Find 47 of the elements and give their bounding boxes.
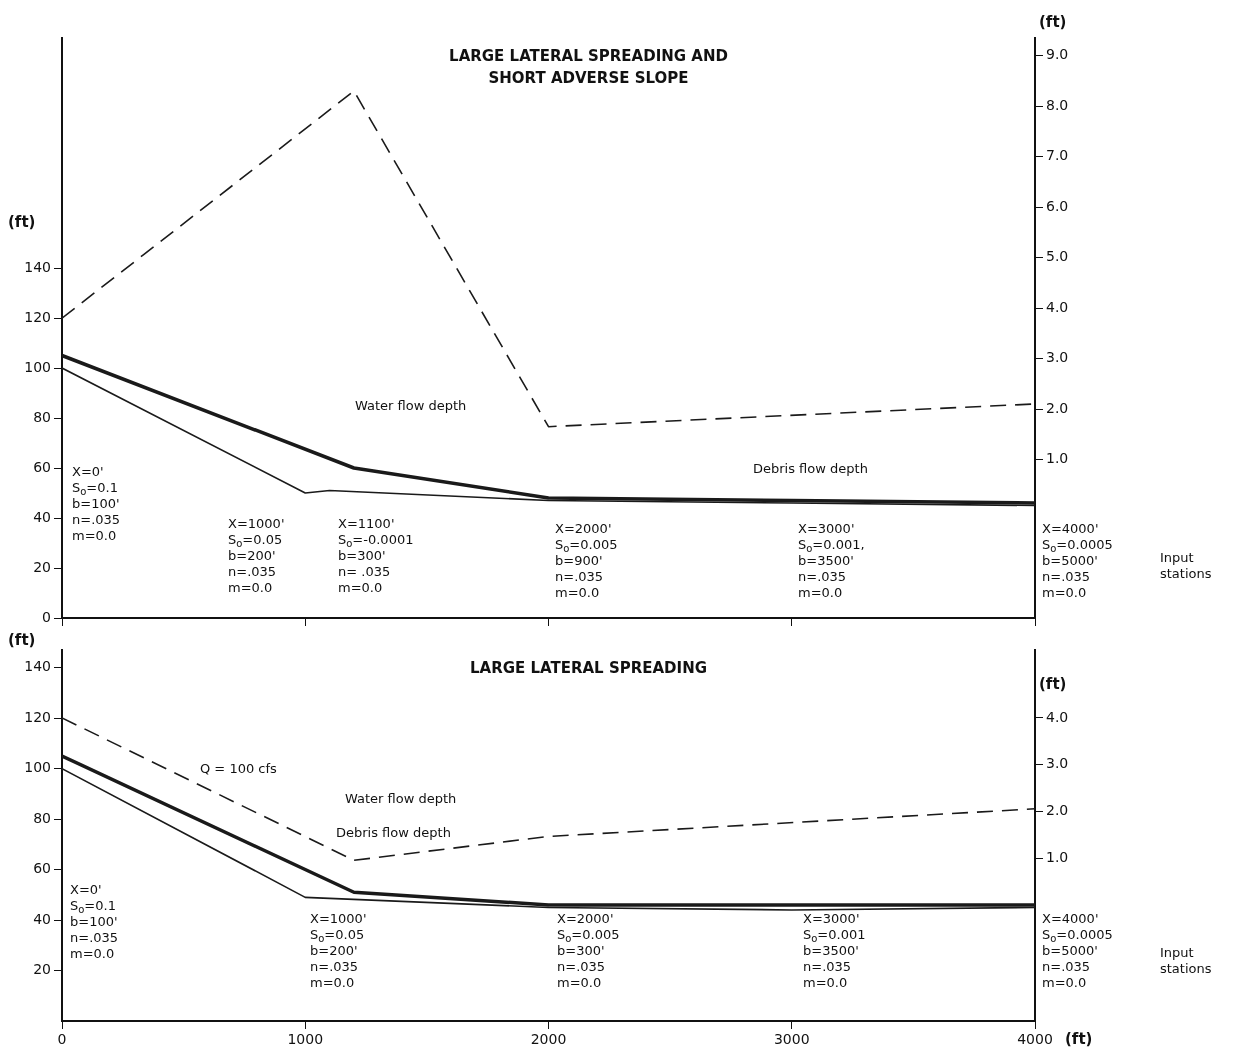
x-axis-title: (ft)	[1065, 1030, 1093, 1049]
text: LARGE LATERAL SPREADING AND SHORT ADVERSE SLOPE	[449, 47, 728, 88]
y2-tick-label: 6.0	[1046, 197, 1069, 214]
annotation: Water flow depth	[355, 397, 467, 413]
x-tick-label: 3000	[773, 1031, 810, 1048]
x-tick-label: 4000	[1017, 1031, 1053, 1048]
y-tick-label: 40	[33, 910, 51, 927]
y-tick-label: 120	[24, 308, 51, 325]
y-tick-label: 20	[33, 558, 51, 575]
y-tick-label: 20	[33, 961, 51, 978]
x-tick-label: 1000	[287, 1031, 324, 1048]
text: Input stations	[1160, 549, 1212, 581]
y2-tick-label: 2.0	[1046, 802, 1069, 819]
text: Input stations	[1160, 944, 1212, 976]
y2-tick-label: 5.0	[1046, 248, 1069, 265]
annotation: Q = 100 cfs	[200, 760, 278, 776]
y-tick-label: 140	[24, 658, 51, 675]
x-tick-label: 2000	[530, 1031, 567, 1048]
y-tick-label: 60	[33, 860, 51, 877]
y-tick-label: 140	[24, 258, 51, 275]
y2-tick-label: 2.0	[1046, 399, 1069, 416]
y-tick-label: 80	[33, 809, 51, 826]
y2-tick-label: 4.0	[1046, 298, 1069, 315]
y-tick-label: 60	[33, 458, 51, 475]
y2-tick-label: 4.0	[1046, 708, 1069, 725]
text: LARGE LATERAL SPREADING	[469, 659, 708, 678]
y2-tick-label: 7.0	[1046, 147, 1069, 164]
y2-tick-label: 3.0	[1046, 755, 1069, 772]
y-tick-label: 120	[24, 708, 51, 725]
y-axis-title: (ft)	[8, 213, 36, 232]
y2-axis-title: (ft)	[1039, 675, 1067, 694]
x-tick-label: 0	[57, 1031, 67, 1048]
y-tick-label: 100	[24, 759, 51, 776]
y-axis-title: (ft)	[8, 631, 36, 650]
y2-tick-label: 9.0	[1046, 46, 1069, 63]
y2-tick-label: 1.0	[1046, 849, 1069, 866]
y-tick-label: 100	[24, 358, 51, 375]
y2-tick-label: 1.0	[1046, 450, 1069, 467]
y2-tick-label: 8.0	[1046, 96, 1069, 113]
y2-tick-label: 3.0	[1046, 349, 1069, 366]
y2-axis-title: (ft)	[1039, 13, 1067, 32]
y-tick-label: 40	[33, 508, 51, 525]
annotation: Debris flow depth	[753, 460, 868, 476]
annotation: Water flow depth	[345, 790, 457, 806]
y-tick-label: 80	[33, 408, 51, 425]
y-tick-label: 0	[42, 608, 51, 625]
annotation: Debris flow depth	[336, 824, 451, 840]
